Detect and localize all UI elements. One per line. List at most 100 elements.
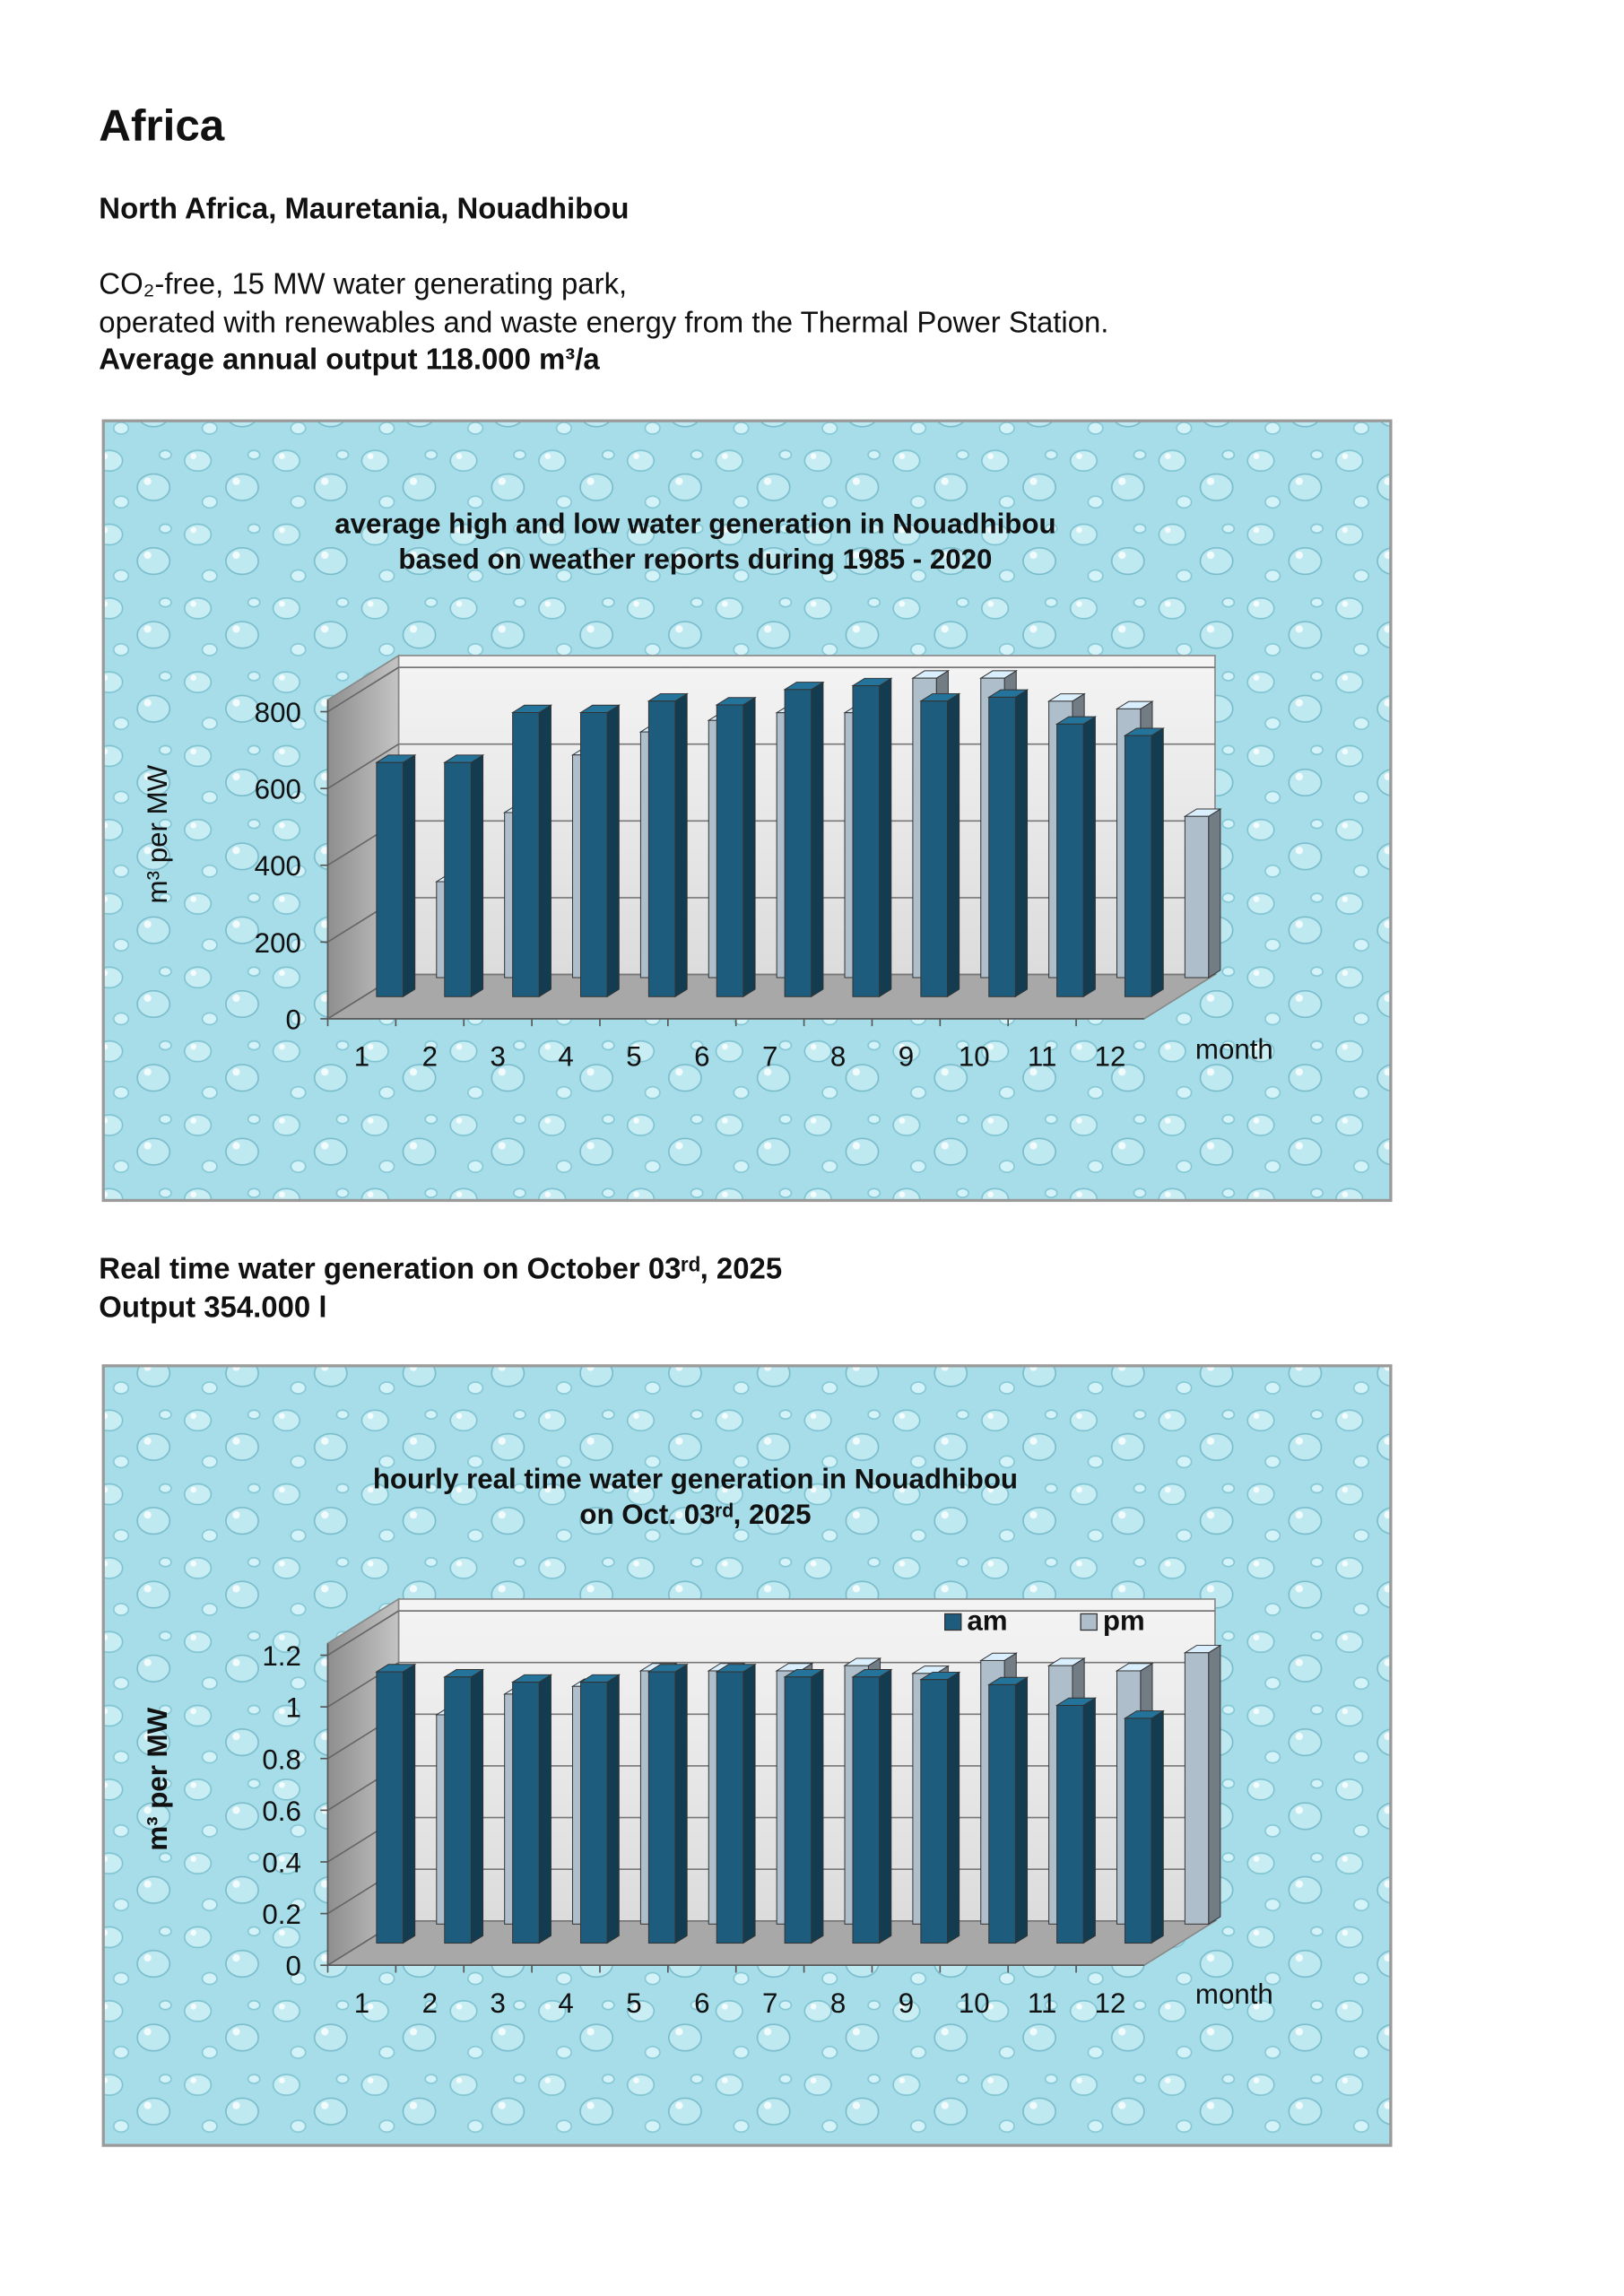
bar-front [784,689,812,997]
chart-title: hourly real time water generation in Nou… [373,1463,1018,1494]
x-axis-label: month [1195,1033,1273,1065]
chart-subtitle: on Oct. 03ʳᵈ, 2025 [579,1499,811,1530]
bar-side [470,754,484,998]
bar-side [1014,1676,1029,1944]
y-tick-label: 1 [285,1692,300,1724]
bar-side [879,677,892,998]
y-axis-label: m³ per MW [142,1707,173,1850]
y-tick-label: 0.2 [262,1899,300,1930]
bar-front [1056,1704,1084,1944]
y-tick-label: 400 [255,850,301,882]
side-grid-line [327,1610,399,1657]
bar-side [674,692,688,998]
bar-side [743,1663,756,1944]
x-tick-label: 6 [694,1041,709,1073]
bar-front [1184,815,1210,978]
bar-side [811,1668,824,1944]
bar [1123,727,1165,998]
bar [510,1674,553,1944]
legend-swatch [1080,1613,1098,1631]
bar-front [444,1676,472,1944]
x-tick-label: 12 [1095,1041,1126,1073]
side-grid-line [327,666,399,713]
x-tick-label: 6 [694,1987,709,2019]
location: North Africa, Mauretania, Nouadhibou [99,192,629,225]
bar-front [920,1679,948,1944]
x-tick-label: 1 [354,1987,369,2019]
bar-side [946,692,960,998]
bar-front [1124,1718,1152,1944]
y-tick-label: 0 [285,1004,300,1035]
x-tick-label: 11 [1028,1987,1056,2019]
x-tick-label: 8 [830,1041,846,1073]
chart-title: average high and low water generation in… [334,508,1055,539]
legend-label: am [967,1605,1007,1637]
bar-front [716,1671,744,1944]
bar-front [920,700,948,997]
bar-side [403,754,416,998]
realtime-output: Output 354.000 l [99,1291,326,1324]
x-tick-label: 11 [1028,1041,1056,1073]
x-tick-label: 9 [899,1987,914,2019]
x-tick-label: 4 [558,1041,573,1073]
annual-output: Average annual output 118.000 m³/a [99,343,600,376]
bar-side [403,1663,416,1944]
bar [715,1663,757,1944]
bar-front [988,1683,1016,1944]
bar-side [811,681,824,998]
bar-side [1208,808,1221,978]
realtime-heading: Real time water generation on October 03… [99,1252,782,1285]
bar-front [716,704,744,997]
bar [443,754,485,998]
bar [783,681,825,998]
bar-front [1184,1652,1210,1925]
bar-side [1208,1644,1221,1926]
bar [986,1676,1029,1944]
chart-panel: average high and low water generation in… [101,419,1393,1203]
x-tick-label: 7 [762,1987,777,2019]
y-tick-label: 600 [255,774,301,805]
bar-side [1014,689,1029,998]
bar [919,1671,961,1944]
bar-side [606,1674,620,1944]
y-tick-label: 0.6 [262,1796,300,1827]
y-tick-label: 0 [285,1951,300,1982]
bar [986,689,1029,998]
y-tick-label: 0.8 [262,1744,300,1775]
bar [715,696,757,998]
y-tick-label: 800 [255,697,301,728]
y-axis-label: m³ per MW [142,764,173,903]
x-tick-label: 10 [959,1987,990,2019]
bar-front [580,1682,608,1944]
x-tick-label: 4 [558,1987,573,2019]
bar [1055,716,1098,998]
x-tick-label: 3 [490,1041,505,1073]
x-tick-label: 12 [1095,1987,1126,2019]
bar-side [606,704,620,998]
bar-front [1124,735,1152,997]
x-tick-label: 2 [422,1987,438,2019]
bar [647,1663,689,1944]
bar [783,1668,825,1944]
bar-side [674,1663,688,1944]
bar-front [1056,723,1084,997]
bar [510,704,553,998]
bar-side [879,1668,892,1944]
chart-panel: hourly real time water generation in Nou… [101,1364,1393,2147]
bar-front [444,761,472,997]
x-tick-label: 9 [899,1041,914,1073]
bar-front [580,712,608,997]
bar [375,754,417,998]
bar-front [647,1671,676,1944]
legend-swatch [944,1613,962,1631]
bar [851,1668,893,1944]
y-tick-label: 1.2 [262,1640,300,1672]
bar-front [852,1676,881,1944]
x-tick-label: 1 [354,1041,369,1073]
bar-front [376,761,404,997]
x-tick-label: 7 [762,1041,777,1073]
side-grid-line [327,744,399,789]
description: CO₂-free, 15 MW water generating park, [99,267,627,300]
